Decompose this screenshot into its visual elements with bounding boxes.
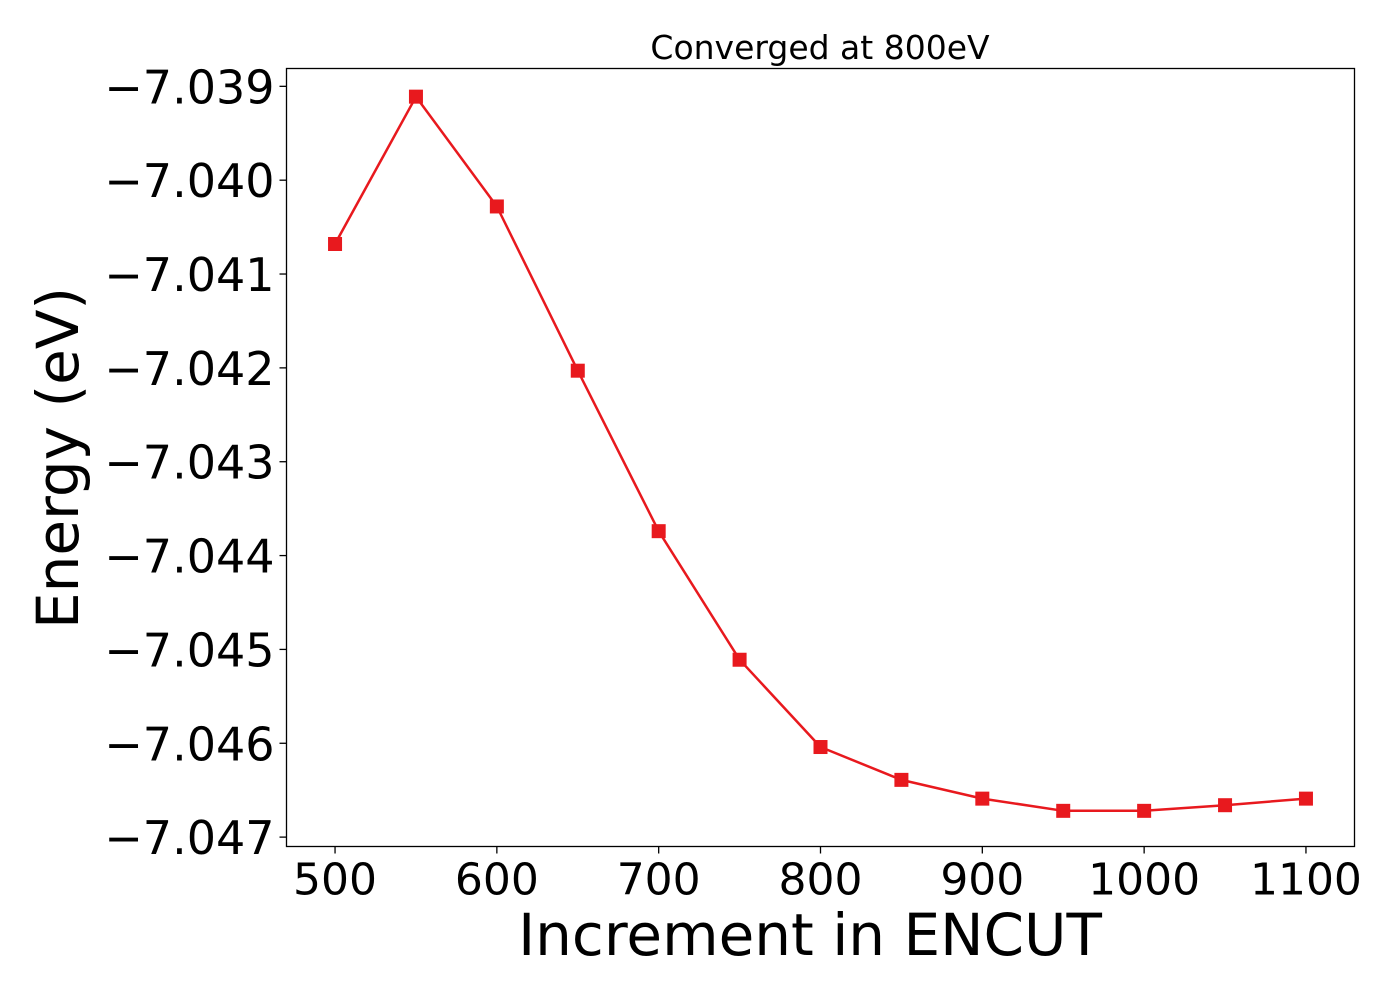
data-point-marker bbox=[1137, 803, 1152, 818]
y-tick-label: −7.042 bbox=[104, 342, 274, 396]
data-point-marker bbox=[975, 791, 990, 806]
y-tick-label: −7.046 bbox=[104, 717, 274, 771]
y-tick-label: −7.047 bbox=[104, 811, 274, 865]
x-tick-label: 900 bbox=[940, 855, 1024, 906]
y-tick-label: −7.043 bbox=[104, 436, 274, 490]
data-point-marker bbox=[813, 740, 828, 755]
y-tick-label: −7.044 bbox=[104, 530, 274, 584]
plot-area-frame bbox=[285, 67, 1356, 848]
data-point-marker bbox=[328, 236, 343, 251]
x-tick-label: 500 bbox=[293, 855, 377, 906]
x-tick-label: 1100 bbox=[1250, 855, 1362, 906]
data-point-marker bbox=[1056, 803, 1071, 818]
x-tick-label: 700 bbox=[617, 855, 701, 906]
data-point-marker bbox=[894, 772, 909, 787]
data-point-marker bbox=[1298, 791, 1313, 806]
y-tick-label: −7.045 bbox=[104, 623, 274, 677]
x-axis-label: Increment in ENCUT bbox=[518, 901, 1102, 969]
x-tick-label: 600 bbox=[455, 855, 539, 906]
data-point-marker bbox=[570, 363, 585, 378]
x-tick-label: 800 bbox=[779, 855, 863, 906]
series-line bbox=[333, 95, 1307, 813]
series-layer bbox=[328, 89, 1313, 818]
y-tick-label: −7.039 bbox=[104, 60, 274, 114]
data-point-marker bbox=[651, 524, 666, 539]
y-axis-ticks: −7.039 −7.040 −7.041 −7.042 −7.043 −7.044 −7.0… bbox=[104, 60, 287, 865]
data-point-marker bbox=[732, 652, 747, 667]
y-tick-label: −7.040 bbox=[104, 154, 274, 208]
data-point-marker bbox=[489, 199, 504, 214]
x-axis-ticks: 500 600 700 800 900 1000 1100 bbox=[293, 846, 1362, 906]
x-tick-label: 1000 bbox=[1088, 855, 1200, 906]
data-point-marker bbox=[408, 89, 423, 104]
y-tick-label: −7.041 bbox=[104, 248, 274, 302]
chart-title: Converged at 800eV bbox=[650, 28, 990, 67]
y-axis-label: Energy (eV) bbox=[24, 287, 92, 629]
data-point-marker bbox=[1218, 798, 1233, 813]
